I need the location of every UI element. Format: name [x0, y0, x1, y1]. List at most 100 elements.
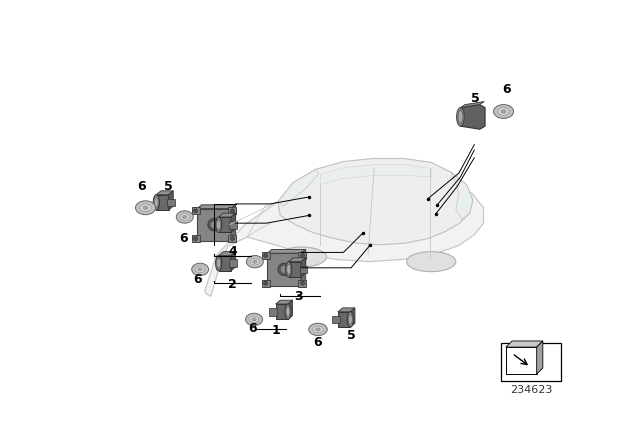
- Polygon shape: [276, 300, 292, 304]
- Bar: [289, 262, 301, 277]
- Polygon shape: [288, 300, 292, 319]
- Bar: [506, 347, 537, 374]
- Ellipse shape: [285, 304, 291, 319]
- Ellipse shape: [217, 220, 221, 230]
- Polygon shape: [219, 213, 236, 217]
- Ellipse shape: [287, 264, 291, 274]
- Ellipse shape: [182, 215, 187, 219]
- Bar: [219, 217, 231, 233]
- Text: 3: 3: [294, 290, 303, 303]
- Ellipse shape: [250, 316, 259, 323]
- Bar: [167, 198, 175, 206]
- Ellipse shape: [286, 307, 290, 317]
- Bar: [230, 221, 237, 228]
- Polygon shape: [451, 172, 473, 220]
- Ellipse shape: [216, 255, 221, 271]
- Ellipse shape: [192, 263, 209, 276]
- Polygon shape: [192, 236, 200, 242]
- Ellipse shape: [498, 108, 509, 115]
- Polygon shape: [228, 236, 236, 242]
- Ellipse shape: [406, 252, 456, 271]
- Polygon shape: [192, 207, 200, 214]
- Text: 4: 4: [228, 245, 237, 258]
- Ellipse shape: [143, 206, 148, 210]
- Text: 2: 2: [228, 278, 237, 291]
- Ellipse shape: [252, 318, 256, 321]
- Polygon shape: [205, 174, 484, 296]
- Ellipse shape: [308, 323, 327, 336]
- Ellipse shape: [313, 326, 323, 333]
- Polygon shape: [537, 341, 543, 374]
- Polygon shape: [289, 258, 306, 262]
- Ellipse shape: [180, 214, 189, 220]
- Ellipse shape: [217, 258, 221, 268]
- Polygon shape: [228, 207, 236, 214]
- Ellipse shape: [246, 313, 262, 326]
- Bar: [501, 343, 561, 381]
- Polygon shape: [298, 280, 307, 287]
- Polygon shape: [460, 104, 485, 129]
- Text: 5: 5: [347, 329, 355, 342]
- Circle shape: [194, 237, 198, 241]
- Text: 6: 6: [179, 232, 188, 245]
- Ellipse shape: [348, 314, 352, 324]
- Ellipse shape: [493, 104, 513, 118]
- Polygon shape: [506, 341, 543, 347]
- Ellipse shape: [458, 111, 463, 123]
- Bar: [332, 315, 340, 323]
- Ellipse shape: [136, 201, 156, 215]
- Polygon shape: [338, 308, 355, 312]
- Ellipse shape: [250, 258, 259, 265]
- Circle shape: [278, 263, 291, 276]
- Ellipse shape: [277, 247, 326, 267]
- Bar: [300, 266, 307, 273]
- Bar: [269, 308, 277, 315]
- Circle shape: [301, 281, 305, 285]
- Ellipse shape: [154, 198, 158, 207]
- Ellipse shape: [456, 108, 464, 126]
- Text: 6: 6: [502, 83, 511, 96]
- Circle shape: [230, 209, 234, 213]
- Circle shape: [230, 237, 234, 241]
- Ellipse shape: [253, 260, 257, 263]
- Text: 6: 6: [248, 322, 257, 335]
- Circle shape: [210, 221, 218, 228]
- Polygon shape: [301, 250, 306, 285]
- Bar: [338, 312, 350, 327]
- Polygon shape: [278, 159, 473, 245]
- Circle shape: [280, 266, 288, 273]
- Polygon shape: [168, 191, 173, 210]
- Polygon shape: [156, 191, 173, 195]
- Circle shape: [194, 209, 198, 213]
- Ellipse shape: [140, 204, 151, 211]
- Polygon shape: [320, 165, 432, 185]
- Text: 6: 6: [314, 336, 323, 349]
- Ellipse shape: [246, 255, 263, 268]
- Ellipse shape: [285, 262, 292, 277]
- Polygon shape: [267, 250, 306, 253]
- Text: 5: 5: [164, 180, 173, 193]
- Polygon shape: [460, 102, 484, 108]
- Text: 6: 6: [193, 273, 202, 286]
- Ellipse shape: [196, 266, 205, 273]
- Polygon shape: [350, 308, 355, 327]
- Polygon shape: [219, 252, 236, 255]
- Ellipse shape: [153, 195, 159, 210]
- Polygon shape: [301, 258, 306, 277]
- Circle shape: [208, 219, 220, 231]
- Polygon shape: [231, 205, 236, 241]
- Text: 6: 6: [138, 181, 146, 194]
- Ellipse shape: [316, 328, 320, 331]
- Text: 5: 5: [472, 92, 480, 105]
- Polygon shape: [231, 213, 236, 233]
- Polygon shape: [262, 280, 270, 287]
- Polygon shape: [267, 253, 301, 285]
- Bar: [219, 255, 231, 271]
- Ellipse shape: [216, 217, 221, 233]
- Polygon shape: [262, 252, 270, 258]
- Text: 1: 1: [271, 324, 280, 337]
- Ellipse shape: [176, 211, 193, 223]
- Polygon shape: [197, 205, 236, 208]
- Polygon shape: [231, 252, 236, 271]
- Circle shape: [264, 281, 268, 285]
